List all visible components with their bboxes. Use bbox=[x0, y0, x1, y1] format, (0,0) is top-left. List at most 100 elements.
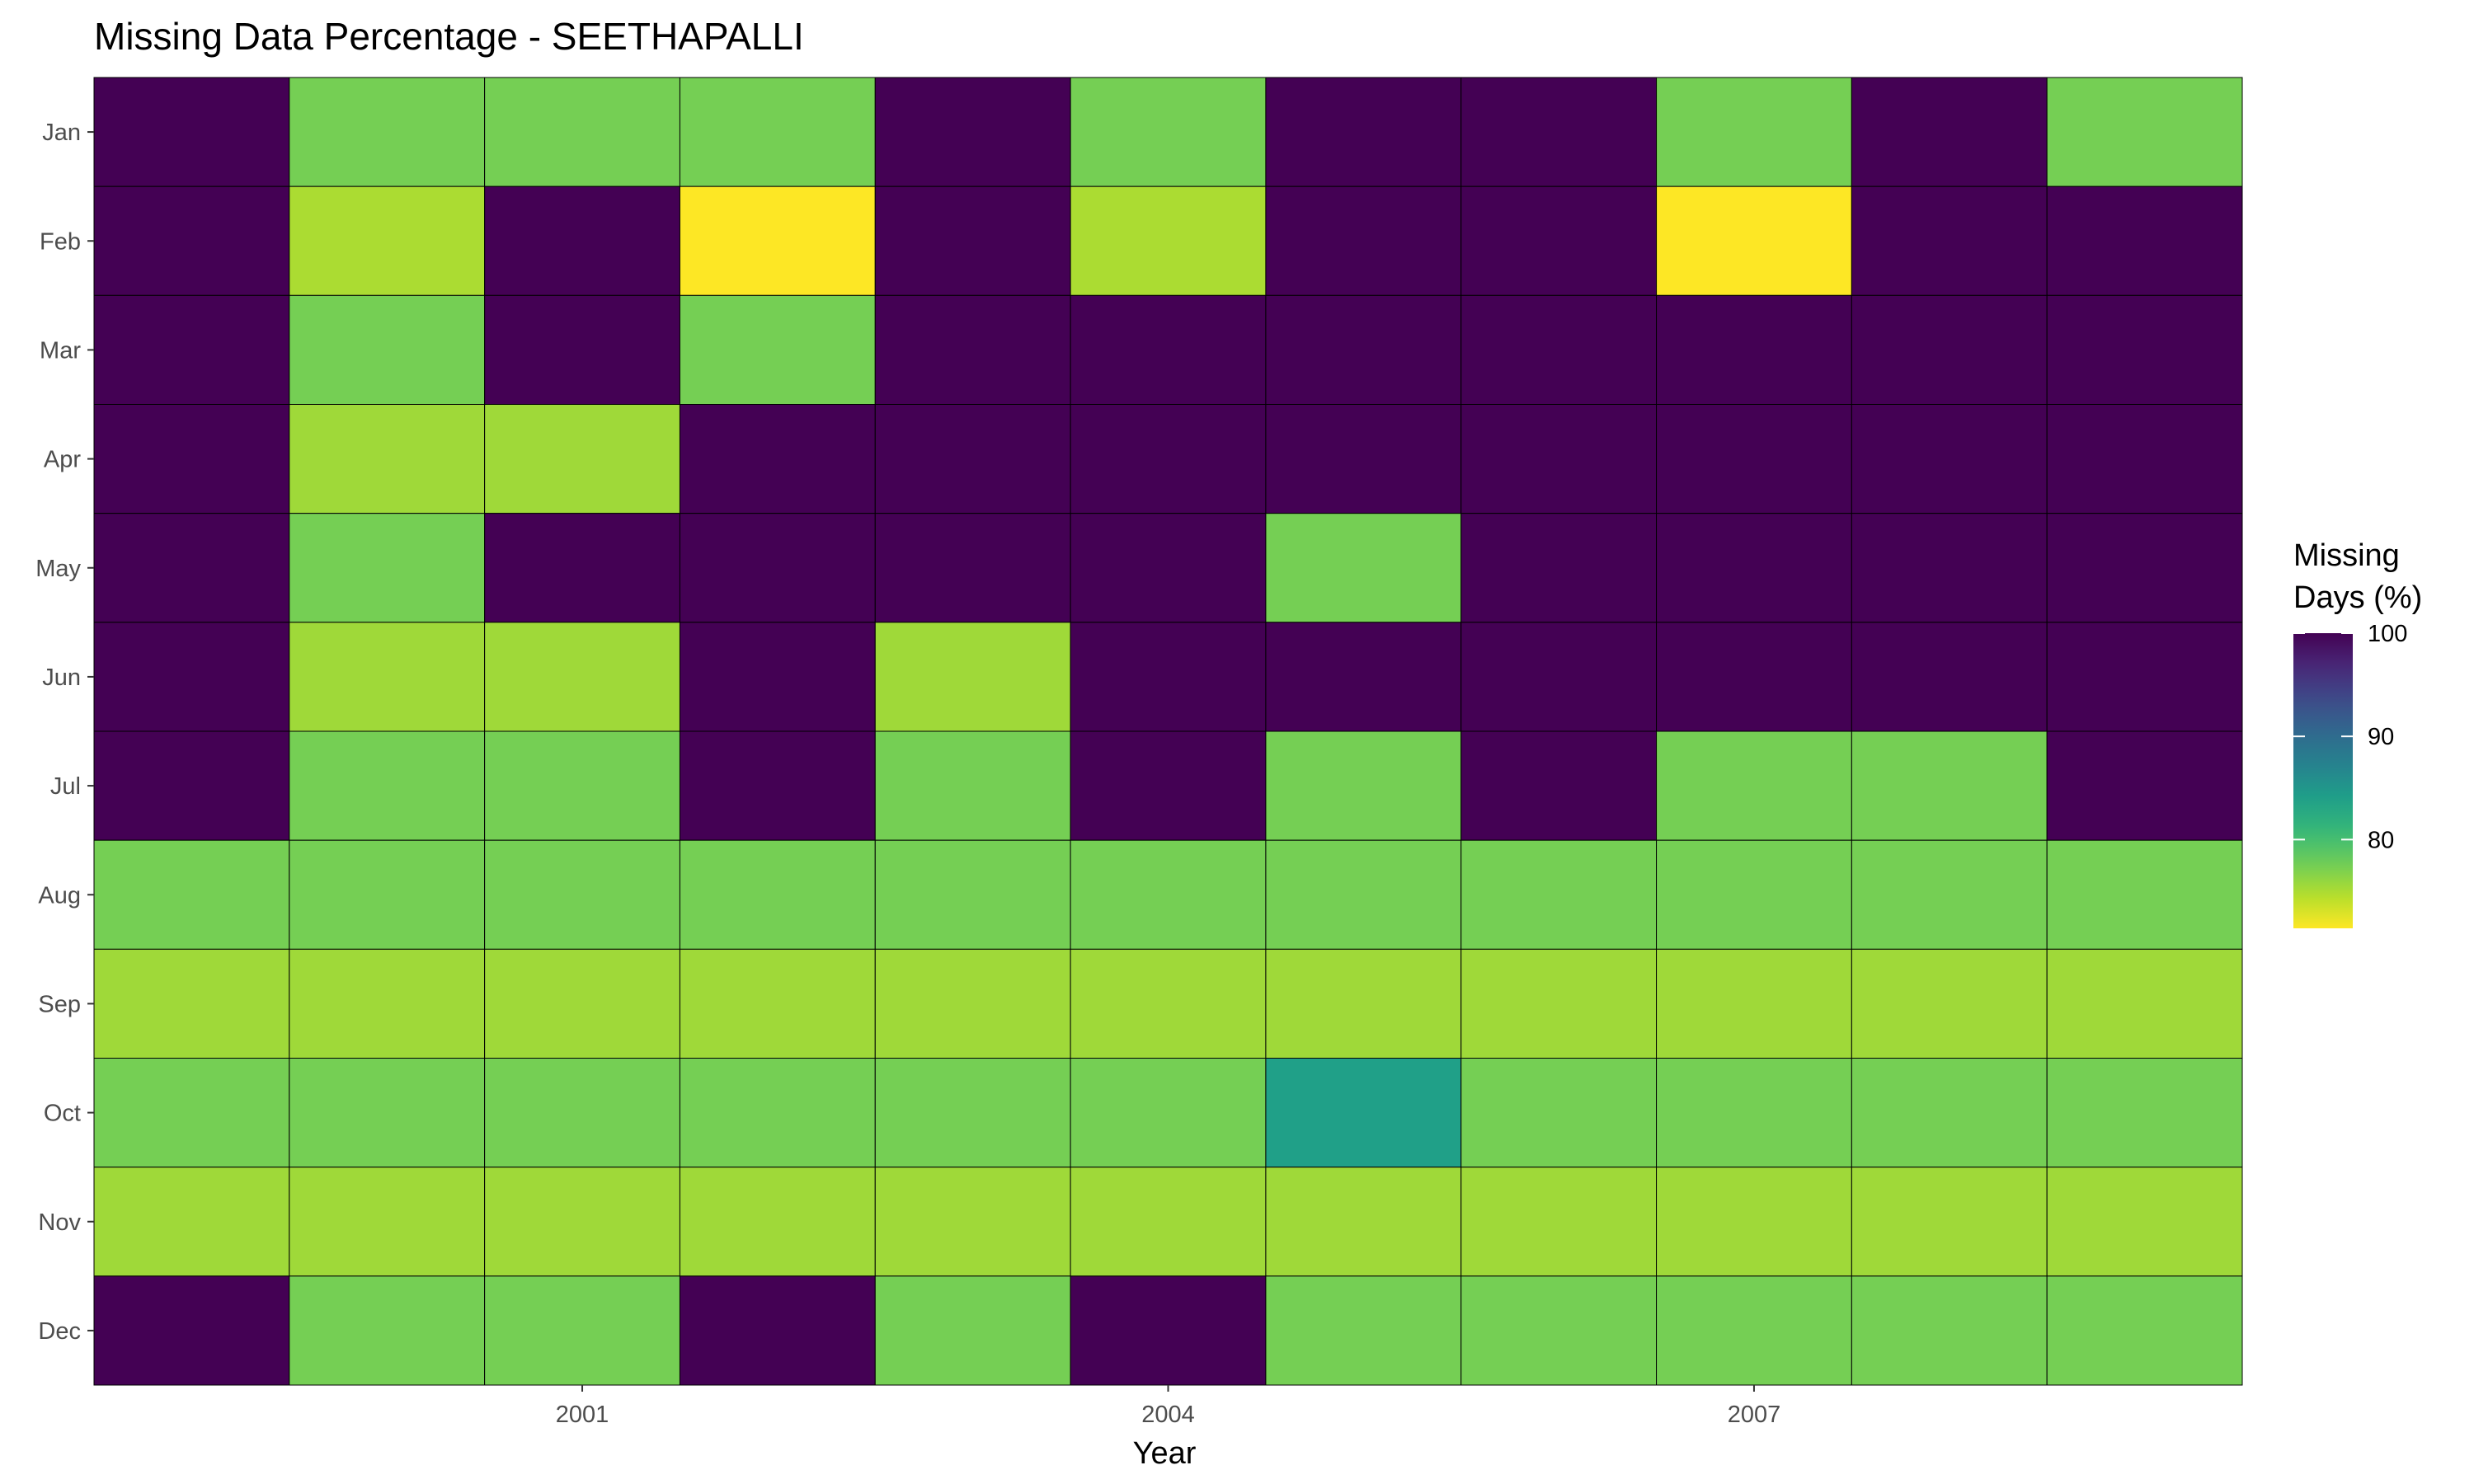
y-tick-label: Aug bbox=[38, 882, 81, 909]
heatmap-cell bbox=[93, 1058, 290, 1168]
heatmap-cell bbox=[1460, 1275, 1658, 1386]
heatmap-cell bbox=[1070, 1275, 1267, 1386]
heatmap-cell bbox=[1265, 622, 1462, 732]
y-axis-tick-labels: Jan Feb Mar Apr May Jun Jul Aug Sep Oct Nov Dec bbox=[35, 120, 94, 1345]
heatmap-cell bbox=[1656, 1275, 1852, 1386]
x-tick-label: 2004 bbox=[1141, 1402, 1195, 1428]
y-tick-label: May bbox=[35, 556, 81, 582]
heatmap-cell bbox=[1265, 404, 1462, 514]
heatmap-cell bbox=[679, 294, 876, 405]
heatmap-cell bbox=[874, 948, 1071, 1059]
heatmap-cell bbox=[1851, 1167, 2048, 1277]
heatmap-cell bbox=[679, 730, 876, 841]
heatmap-cell bbox=[1851, 622, 2048, 732]
y-tick-label: Dec bbox=[38, 1318, 81, 1345]
y-tick-label: Apr bbox=[44, 447, 81, 473]
heatmap-cell bbox=[1265, 1058, 1462, 1168]
heatmap-cell bbox=[679, 77, 876, 187]
heatmap-cell bbox=[1460, 186, 1658, 296]
x-tick-label: 2001 bbox=[556, 1402, 609, 1428]
heatmap-cell bbox=[484, 513, 680, 623]
heatmap-cell bbox=[1265, 839, 1462, 950]
heatmap-cell bbox=[1070, 294, 1267, 405]
heatmap-cell bbox=[289, 948, 486, 1059]
y-tick-label: Feb bbox=[40, 228, 81, 255]
heatmap-cell bbox=[2046, 730, 2243, 841]
heatmap-cell bbox=[1070, 948, 1267, 1059]
heatmap-cell bbox=[1656, 186, 1852, 296]
heatmap-cell bbox=[1070, 839, 1267, 950]
x-axis-title: Year bbox=[1133, 1436, 1197, 1471]
heatmap-cell bbox=[679, 1058, 876, 1168]
heatmap-cell bbox=[679, 622, 876, 732]
heatmap-cell bbox=[1265, 1275, 1462, 1386]
heatmap-cell bbox=[289, 839, 486, 950]
y-tick-label: Jul bbox=[50, 773, 81, 800]
heatmap-cell bbox=[2046, 948, 2243, 1059]
x-tick-label: 2007 bbox=[1728, 1402, 1781, 1428]
heatmap-cell bbox=[289, 77, 486, 187]
heatmap-cell bbox=[679, 1275, 876, 1386]
heatmap-cell bbox=[2046, 1275, 2243, 1386]
heatmap-cell bbox=[679, 839, 876, 950]
heatmap-cell bbox=[1460, 622, 1658, 732]
heatmap-cell bbox=[93, 186, 290, 296]
heatmap-cell bbox=[1460, 77, 1658, 187]
heatmap-cell bbox=[874, 1167, 1071, 1277]
heatmap-cell bbox=[289, 404, 486, 514]
heatmap-cell bbox=[93, 404, 290, 514]
heatmap-cell bbox=[874, 186, 1071, 296]
heatmap-cell bbox=[1265, 948, 1462, 1059]
heatmap-cell bbox=[679, 513, 876, 623]
heatmap-cell bbox=[1656, 1167, 1852, 1277]
heatmap-cell bbox=[1460, 513, 1658, 623]
heatmap-cell bbox=[93, 513, 290, 623]
heatmap-cell bbox=[2046, 839, 2243, 950]
heatmap-cell bbox=[1656, 404, 1852, 514]
heatmap-cell bbox=[2046, 622, 2243, 732]
heatmap-cell bbox=[1070, 730, 1267, 841]
heatmap-cell bbox=[1656, 730, 1852, 841]
heatmap-cell bbox=[874, 404, 1071, 514]
heatmap-cell bbox=[1070, 1058, 1267, 1168]
heatmap-cell bbox=[874, 1275, 1071, 1386]
heatmap-cell bbox=[93, 622, 290, 732]
heatmap-cell bbox=[874, 1058, 1071, 1168]
heatmap-cell bbox=[93, 730, 290, 841]
heatmap-cell bbox=[289, 1167, 486, 1277]
y-tick-label: Sep bbox=[38, 991, 81, 1017]
heatmap-cell bbox=[1851, 948, 2048, 1059]
heatmap-cell bbox=[1070, 186, 1267, 296]
heatmap-cell bbox=[1656, 513, 1852, 623]
heatmap-cell bbox=[289, 1058, 486, 1168]
y-tick-label: Oct bbox=[44, 1101, 81, 1127]
heatmap-cell bbox=[484, 948, 680, 1059]
heatmap-cell bbox=[1851, 730, 2048, 841]
heatmap-cell bbox=[1656, 1058, 1852, 1168]
heatmap-cell bbox=[1851, 77, 2048, 187]
heatmap-cells bbox=[93, 77, 2243, 1386]
heatmap-cell bbox=[1070, 404, 1267, 514]
legend-tick-label: 90 bbox=[2368, 724, 2394, 750]
heatmap-cell bbox=[2046, 186, 2243, 296]
y-tick-label: Nov bbox=[38, 1209, 81, 1236]
heatmap-cell bbox=[484, 1058, 680, 1168]
heatmap-cell bbox=[1070, 513, 1267, 623]
legend-color-bar bbox=[2293, 633, 2353, 928]
heatmap-cell bbox=[93, 839, 290, 950]
heatmap-cell bbox=[874, 839, 1071, 950]
heatmap-cell bbox=[679, 404, 876, 514]
heatmap-cell bbox=[1656, 294, 1852, 405]
legend-ticks: 80 90 100 bbox=[2293, 621, 2407, 853]
heatmap-cell bbox=[93, 77, 290, 187]
heatmap-cell bbox=[1460, 948, 1658, 1059]
heatmap-cell bbox=[1460, 1058, 1658, 1168]
heatmap-cell bbox=[484, 1167, 680, 1277]
color-legend: Missing Days (%) 80 90 100 bbox=[2293, 538, 2422, 928]
heatmap-cell bbox=[484, 622, 680, 732]
heatmap-cell bbox=[289, 1275, 486, 1386]
heatmap-cell bbox=[2046, 513, 2243, 623]
heatmap-cell bbox=[1656, 622, 1852, 732]
